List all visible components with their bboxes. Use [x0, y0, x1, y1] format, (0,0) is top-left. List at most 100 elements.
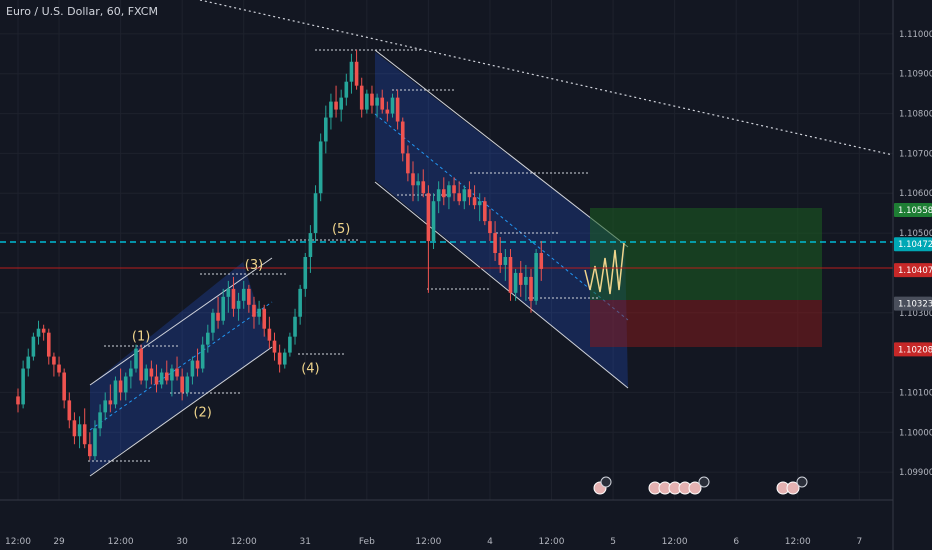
- candle-body: [31, 336, 36, 357]
- candle: [518, 260, 523, 297]
- candle: [67, 392, 72, 429]
- candle: [236, 292, 241, 321]
- candle: [318, 133, 323, 202]
- candle: [175, 356, 179, 381]
- candle: [257, 300, 261, 325]
- candle: [195, 348, 200, 377]
- candle: [308, 225, 313, 273]
- candle: [354, 49, 359, 90]
- candle-body: [416, 181, 420, 186]
- candle: [493, 221, 497, 261]
- time-axis[interactable]: 12:00 29 12:00 30 12:00 31 Feb 12:00 4 12:00 5 12:0…: [5, 537, 862, 547]
- candle: [231, 276, 236, 317]
- candle: [303, 253, 308, 297]
- candle-body: [113, 380, 118, 405]
- candle-body: [26, 356, 31, 369]
- candle: [108, 384, 113, 413]
- candle: [349, 53, 354, 94]
- candle: [529, 268, 533, 313]
- price-marker-label: 1.10208: [898, 345, 932, 355]
- candle-body: [88, 444, 92, 457]
- candle: [164, 360, 169, 385]
- candle: [400, 117, 405, 162]
- candle: [190, 356, 195, 385]
- candle-body: [41, 328, 46, 333]
- candle: [334, 85, 338, 118]
- falling-channel-upper-line: [374, 49, 629, 248]
- x-tick-label: 12:00: [5, 537, 31, 547]
- candle-body: [267, 328, 272, 341]
- candle: [267, 316, 272, 349]
- price-marker-label: 1.10323: [898, 300, 932, 310]
- candle-body: [93, 428, 97, 457]
- x-tick-label: 12:00: [108, 537, 134, 547]
- y-tick-label: 1.10900: [899, 70, 932, 80]
- candle: [365, 89, 369, 114]
- x-tick-label: 12:00: [785, 537, 811, 547]
- candle: [123, 372, 128, 401]
- candle-body: [329, 101, 333, 118]
- candle: [441, 177, 446, 206]
- rising-channel-mid-line: [89, 301, 273, 431]
- candle-body: [154, 376, 159, 385]
- candle-body: [262, 308, 267, 329]
- wave-label: (1): [132, 330, 150, 345]
- falling-channel-lower-line: [374, 181, 629, 389]
- candle-body: [421, 181, 426, 194]
- candle-body: [324, 117, 328, 142]
- candle-body: [406, 153, 410, 174]
- candle-body: [539, 253, 544, 269]
- candle-body: [226, 288, 231, 297]
- x-tick-label: 4: [487, 537, 493, 547]
- candle: [16, 388, 20, 413]
- candle: [293, 308, 297, 345]
- candle-body: [354, 61, 359, 86]
- candle: [154, 364, 159, 393]
- candle: [395, 89, 400, 130]
- candle-body: [144, 368, 149, 381]
- rising-channel-upper-line: [89, 257, 273, 386]
- candle-body: [318, 141, 323, 194]
- candle: [134, 344, 138, 373]
- candle: [431, 193, 436, 250]
- candle-body: [483, 201, 487, 222]
- candle-body: [21, 368, 25, 405]
- candles: [16, 49, 544, 461]
- candle: [149, 360, 154, 385]
- candle-body: [118, 380, 123, 393]
- candle-body: [216, 312, 220, 321]
- x-tick-label: Feb: [359, 537, 375, 547]
- candle-body: [134, 348, 138, 369]
- candle: [416, 173, 420, 202]
- candle-body: [498, 253, 503, 265]
- candle: [118, 368, 123, 401]
- candle-body: [103, 400, 108, 413]
- candle-body: [349, 61, 354, 82]
- candle-body: [411, 173, 415, 186]
- x-tick-label: 7: [856, 537, 862, 547]
- projected-zigzag: [584, 242, 625, 295]
- candle: [452, 177, 456, 202]
- candle: [447, 181, 451, 210]
- candle-body: [123, 376, 128, 393]
- candle-body: [472, 197, 477, 206]
- candle-body: [67, 400, 72, 421]
- candle: [380, 89, 385, 114]
- candle-body: [272, 340, 277, 353]
- event-icon: [796, 476, 808, 488]
- candle-body: [293, 316, 297, 337]
- candle: [82, 408, 87, 449]
- candle-body: [503, 256, 508, 265]
- rising-channel-lower-line: [89, 346, 273, 477]
- event-icon: [600, 476, 612, 488]
- candle: [411, 161, 415, 202]
- event-icon: [688, 481, 702, 495]
- candle: [113, 376, 118, 409]
- candle: [339, 89, 343, 122]
- candle-body: [298, 288, 302, 317]
- candle: [503, 249, 508, 281]
- candle-body: [241, 288, 246, 301]
- candle: [436, 181, 441, 214]
- candle: [498, 237, 503, 273]
